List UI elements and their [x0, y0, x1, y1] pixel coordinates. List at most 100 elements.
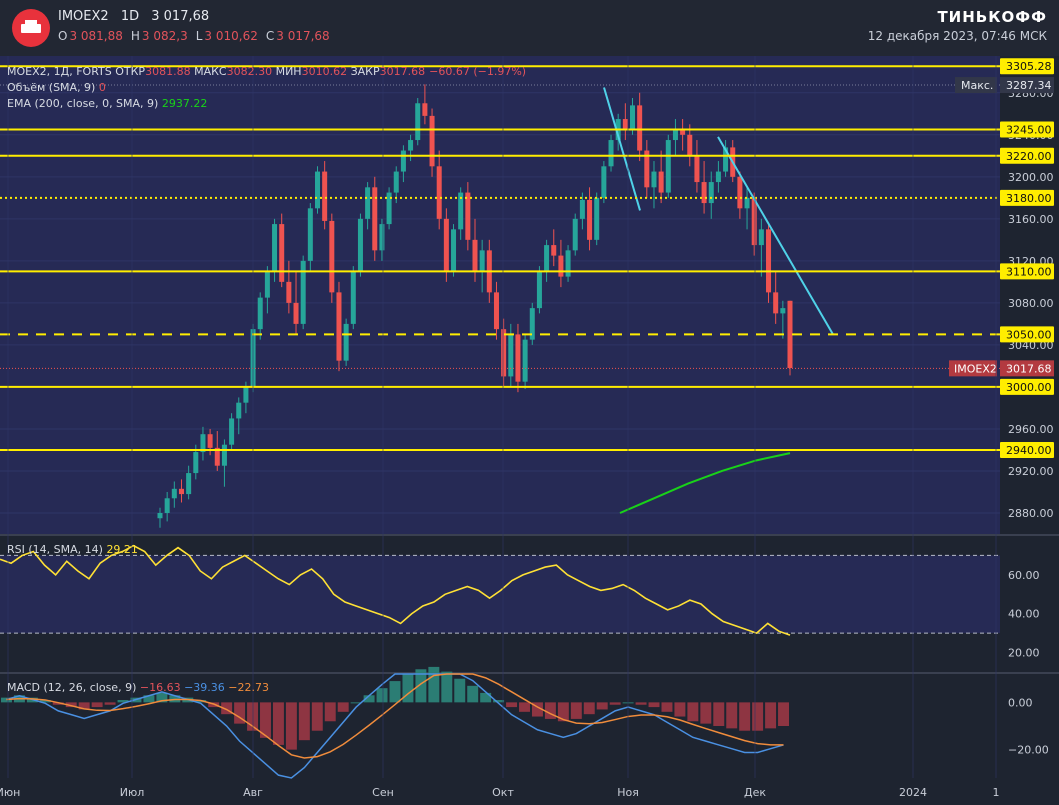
macd-bar — [648, 702, 660, 708]
x-tick-label: Июл — [120, 786, 145, 799]
last-tag: IMOEX2 — [954, 362, 997, 375]
candle-body — [422, 103, 428, 116]
macd-bar — [389, 681, 401, 703]
level-tag-bg — [1000, 378, 1054, 395]
candle-body — [522, 339, 528, 382]
macd-bar — [117, 700, 129, 703]
candle — [594, 192, 600, 246]
candle — [687, 124, 693, 167]
macd-bar — [234, 702, 246, 724]
y-tick-label: 3080.00 — [1008, 297, 1054, 310]
macd-tick-label: −20.00 — [1008, 744, 1049, 757]
candle-body — [186, 473, 192, 495]
tinkoff-logo-icon — [12, 9, 50, 47]
candle — [329, 213, 335, 303]
candle — [622, 103, 628, 141]
last-value: 3017.68 — [1006, 362, 1052, 375]
candle-body — [329, 220, 335, 293]
rsi-tick-label: 20.00 — [1008, 647, 1040, 660]
candle — [229, 413, 235, 450]
macd-bar — [493, 700, 505, 703]
level-tag: 3305.28 — [1006, 60, 1052, 73]
ema-line — [619, 452, 791, 514]
candle-body — [622, 119, 628, 130]
macd-bar — [285, 702, 297, 750]
candle-body — [372, 187, 378, 251]
macd-bar — [350, 702, 362, 704]
candle-body — [737, 176, 743, 209]
macd-bar — [778, 702, 789, 726]
candle — [214, 431, 220, 471]
candle — [443, 208, 449, 282]
level-tag: 2940.00 — [1006, 444, 1052, 457]
candle — [601, 161, 607, 204]
rsi-legend: RSI (14, SMA, 14) 29.21 — [7, 543, 138, 556]
candle-body — [221, 444, 227, 466]
last-value-bg — [1000, 360, 1054, 377]
main-legend-value-0: ОТКР3081.88 — [115, 65, 191, 78]
candle-body — [493, 292, 499, 330]
candle-body — [680, 129, 686, 135]
candle — [501, 318, 507, 387]
candle-body — [357, 218, 363, 272]
candle-body — [694, 155, 700, 183]
macd-bar — [596, 702, 608, 710]
main-legend-label: MOEX2, 1Д, FORTS — [7, 65, 112, 78]
symbol[interactable]: IMOEX2 — [58, 9, 109, 24]
level-tag-bg — [1000, 441, 1054, 458]
macd-bar — [415, 669, 427, 703]
candle — [758, 218, 764, 277]
candle — [529, 302, 535, 345]
candle — [322, 161, 328, 230]
candle-body — [608, 140, 614, 167]
candle — [293, 271, 299, 335]
candle — [286, 260, 292, 314]
macd-bar — [156, 692, 168, 703]
y-tick-label: 3160.00 — [1008, 213, 1054, 226]
candle — [479, 239, 485, 293]
macd-bar — [480, 692, 492, 703]
macd-bar — [143, 695, 155, 703]
macd-bar — [39, 700, 51, 703]
candle — [200, 426, 206, 461]
candle — [680, 119, 686, 151]
candle-body — [708, 182, 714, 204]
level-tag-bg — [1000, 189, 1054, 206]
macd-bar — [1, 697, 12, 703]
macd-bar — [402, 674, 414, 703]
candle-body — [665, 140, 671, 193]
candle — [257, 292, 263, 340]
candle-body — [515, 334, 521, 382]
candle — [637, 92, 643, 162]
candle-body — [272, 224, 278, 272]
candle — [157, 507, 163, 528]
chart-area[interactable]: 2880.002920.002960.003000.003040.003080.… — [0, 56, 1059, 805]
candle-body — [723, 147, 729, 172]
datetime: 12 декабря 2023, 07:46 МСК — [867, 29, 1047, 43]
rsi-tick-label: 40.00 — [1008, 608, 1040, 621]
macd-bar — [454, 678, 466, 703]
candle — [400, 145, 406, 183]
macd-bar — [687, 702, 699, 722]
macd-bar — [583, 702, 595, 715]
level-tag-bg — [1000, 326, 1054, 343]
candle-body — [307, 208, 313, 261]
volume-legend: Объём (SMA, 9) 0 — [7, 81, 106, 94]
candle-body — [579, 199, 585, 219]
candle — [451, 224, 457, 277]
candle-body — [479, 250, 485, 272]
candle-body — [529, 308, 535, 340]
candle — [236, 397, 242, 435]
candle-body — [286, 281, 292, 303]
candle-body — [178, 488, 184, 495]
candle — [264, 266, 270, 314]
interval[interactable]: 1D — [120, 9, 140, 24]
candle — [744, 187, 750, 230]
main-legend-value-1: МАКС3082.30 — [190, 65, 273, 78]
ohlc-key-O: O — [58, 29, 68, 43]
candle — [565, 245, 571, 282]
macd-bar — [441, 671, 453, 703]
ohlc-value-O: 3 081,88 — [69, 29, 123, 43]
trend-line — [603, 87, 641, 211]
candle-body — [300, 260, 306, 324]
